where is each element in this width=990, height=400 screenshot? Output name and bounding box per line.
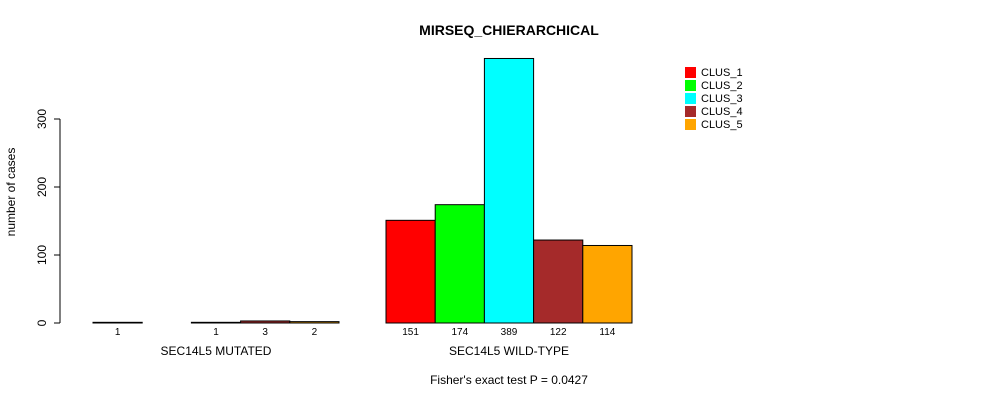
bar-value-label: 151 xyxy=(402,327,419,338)
data-labels-group: 1 1 3 2 SEC14L5 MUTATED 151 174 389 122 114 SEC14L… xyxy=(115,327,616,358)
y-tick-label: 200 xyxy=(35,177,49,197)
bar-value-label: 3 xyxy=(262,327,268,338)
bar-value-label: 2 xyxy=(312,327,318,338)
legend-swatch-clus_4 xyxy=(685,106,696,117)
bar-clus_1-wild-type xyxy=(385,219,436,324)
bar-clus_3-mutated xyxy=(190,321,242,324)
bar-clus_4-wild-type xyxy=(533,239,584,324)
legend-swatch-clus_1 xyxy=(685,67,696,78)
legend-label-clus_4: CLUS_4 xyxy=(701,106,743,118)
bar-value-label: 122 xyxy=(550,327,567,338)
legend-swatch-clus_2 xyxy=(685,80,696,91)
category-label: SEC14L5 WILD-TYPE xyxy=(449,344,569,358)
y-axis: 0 100 200 300 xyxy=(35,109,61,326)
y-tick-label: 0 xyxy=(35,319,49,326)
bar-value-label: 174 xyxy=(451,327,468,338)
category-label: SEC14L5 MUTATED xyxy=(161,344,272,358)
bar-clus_2-wild-type xyxy=(434,204,485,324)
bar-clus_5-mutated xyxy=(289,321,340,324)
bar-clus_5-wild-type xyxy=(582,244,633,324)
legend-label-clus_1: CLUS_1 xyxy=(701,67,743,79)
legend-label-clus_5: CLUS_5 xyxy=(701,119,743,131)
bar-clus_3-wild-type xyxy=(483,57,535,324)
chart-title: MIRSEQ_CHIERARCHICAL xyxy=(419,22,599,38)
bar-clus_4-mutated xyxy=(240,320,291,324)
bar-value-label: 1 xyxy=(213,327,219,338)
bar-value-label: 1 xyxy=(115,327,121,338)
legend-swatch-clus_5 xyxy=(685,119,696,130)
bar-value-label: 389 xyxy=(501,327,518,338)
fisher-test-footnote: Fisher's exact test P = 0.0427 xyxy=(430,373,588,387)
bar-value-label: 114 xyxy=(599,327,615,338)
bars-group xyxy=(92,57,633,324)
legend-label-clus_2: CLUS_2 xyxy=(701,80,743,92)
y-axis-label: number of cases xyxy=(4,148,18,237)
y-tick-label: 300 xyxy=(35,109,49,129)
legend-label-clus_3: CLUS_3 xyxy=(701,93,743,105)
legend-swatch-clus_3 xyxy=(685,93,696,104)
bar-clus_1-mutated xyxy=(92,321,143,324)
y-tick-label: 100 xyxy=(35,245,49,265)
